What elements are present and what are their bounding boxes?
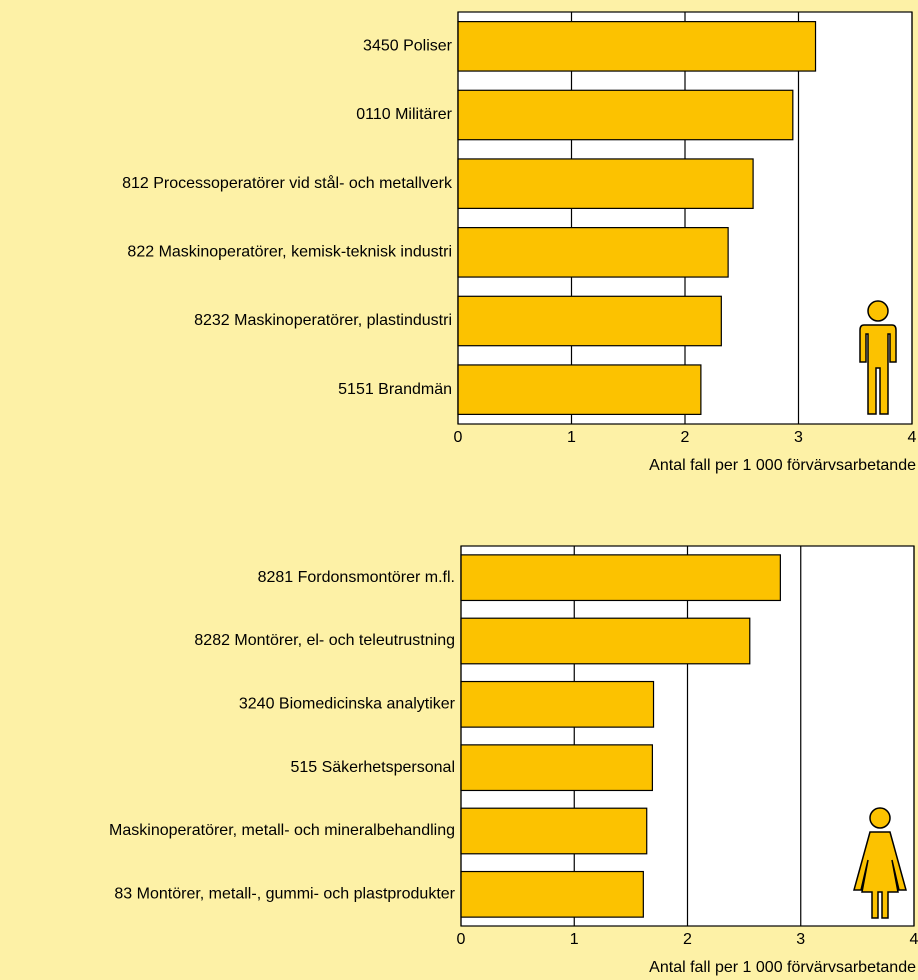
bar (460, 744, 653, 792)
male-icon (859, 300, 897, 415)
bar (460, 807, 648, 855)
bar (457, 158, 754, 209)
x-tick-label: 3 (796, 931, 805, 948)
y-tick-label: 822 Maskinoperatörer, kemisk-teknisk ind… (127, 244, 452, 261)
plot-border (457, 11, 913, 425)
x-tick-label: 1 (570, 931, 579, 948)
bar (460, 554, 781, 602)
y-tick-label: 3240 Biomedicinska analytiker (239, 696, 456, 713)
y-tick-label: 515 Säkerhetspersonal (290, 759, 455, 776)
x-tick-label: 0 (454, 429, 463, 446)
x-axis-label: Antal fall per 1 000 förvärvsarbetande (649, 457, 916, 474)
y-tick-label: 8232 Maskinoperatörer, plastindustri (194, 312, 452, 329)
y-tick-label: 812 Processoperatörer vid stål- och meta… (122, 174, 453, 192)
bar (457, 295, 722, 347)
y-tick-label: 5151 Brandmän (338, 381, 452, 398)
bar (457, 21, 817, 72)
female-icon (853, 807, 907, 919)
bar (460, 870, 644, 918)
x-axis-label: Antal fall per 1 000 förvärvsarbetande (649, 959, 916, 976)
x-tick-label: 1 (567, 429, 576, 446)
y-tick-label: 83 Montörer, metall-, gummi- och plastpr… (114, 886, 455, 903)
bar (457, 227, 729, 278)
bar (457, 364, 702, 415)
y-tick-label: 8282 Montörer, el- och teleutrustning (194, 632, 455, 649)
bar (460, 680, 655, 728)
x-tick-label: 4 (910, 931, 918, 948)
x-tick-label: 4 (908, 429, 917, 446)
x-tick-label: 3 (794, 429, 803, 446)
x-tick-label: 2 (683, 931, 692, 948)
y-tick-label: 0110 Militärer (356, 106, 452, 123)
bar (457, 89, 794, 141)
plot-border (460, 545, 915, 927)
y-tick-label: 3450 Poliser (363, 38, 453, 55)
x-tick-label: 2 (681, 429, 690, 446)
y-tick-label: Maskinoperatörer, metall- och mineralbeh… (109, 822, 455, 839)
x-tick-label: 0 (457, 931, 466, 948)
bar (460, 617, 751, 665)
y-tick-label: 8281 Fordonsmontörer m.fl. (258, 569, 455, 586)
